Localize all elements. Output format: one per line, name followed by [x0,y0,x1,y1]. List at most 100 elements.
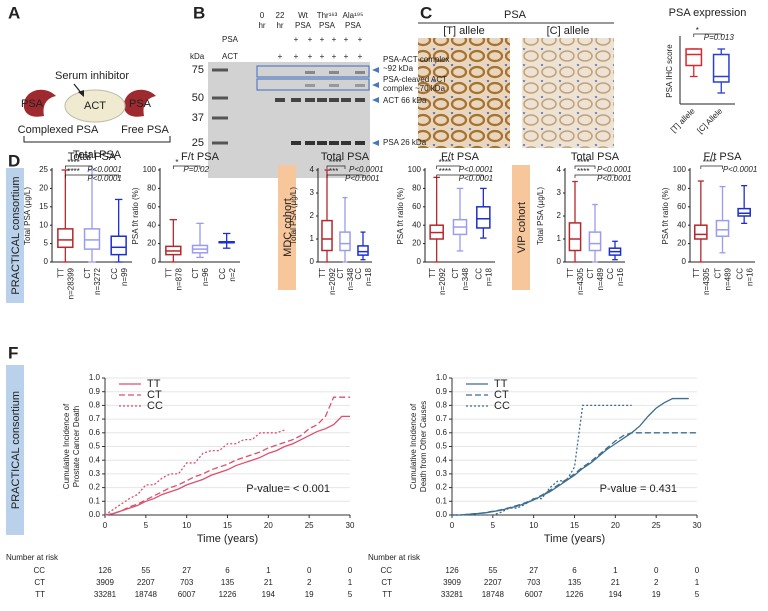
y-axis-label: Total PSA (µg/L) [536,187,545,245]
y-tick-label: 15 [39,202,48,211]
y-tick-label: 20 [412,239,421,248]
y-tick-label: 1 [310,234,315,243]
marker-label: 75 [192,64,204,76]
box [110,235,127,256]
box [57,228,74,249]
n-label: n=4305 [576,267,585,294]
arrow [372,97,379,103]
x-tick-label: CC [474,268,483,280]
risk-value: 33281 [441,590,464,599]
y-tick-label: 0.9 [436,387,448,396]
risk-value: 2 [654,578,659,587]
risk-value: 126 [98,566,112,575]
stars: **** [577,167,589,176]
risk-value: 18748 [482,590,505,599]
box [256,78,370,91]
y-tick-label: 0.4 [436,455,448,464]
risk-value: 55 [488,566,497,575]
y-tick-label: 100 [143,165,157,174]
side-band [278,165,296,290]
psa-shape [23,89,56,117]
panel-label: C [420,3,432,22]
blot-sign: + [344,52,349,61]
blot-annotation: ~92 kDa [383,64,414,73]
y-tick-label: 0 [44,257,49,266]
y-axis-label: PSA f/t ratio (%) [661,187,670,244]
blot-kda: kDa [190,52,205,61]
chart-title: Total PSA [321,151,370,163]
p-value: P<0.0001 [459,174,493,183]
blot-sign: + [320,35,325,44]
n-label: n=2092 [328,267,337,294]
risk-value: 3909 [443,578,461,587]
band [355,84,365,87]
y-tick-label: 4 [310,165,315,174]
blot-annotation: complex ~70 kDa [383,84,446,93]
stars: * [175,158,178,167]
y-tick-label: 2 [557,211,562,220]
risk-value: 1 [348,578,353,587]
risk-value: 0 [307,566,312,575]
arrow-head [78,90,84,97]
n-label: n=28399 [66,267,75,299]
blot-header: hr [258,21,265,30]
y-tick-label: 0.6 [436,428,448,437]
risk-value: 1 [695,578,700,587]
blot-header: 22 [276,11,285,20]
x-tick-label: CT [83,268,92,279]
risk-value: 6007 [178,590,196,599]
series-line [104,415,350,516]
risk-value: 6 [225,566,230,575]
legend-label: TT [147,378,161,390]
x-axis-label: Time (years) [544,533,605,545]
x-tick-label: 0 [103,521,108,530]
box [715,219,730,237]
band [305,98,315,102]
ladder-band [212,141,228,145]
risk-value: 18748 [135,590,158,599]
blot-row-label: PSA [222,35,239,44]
annotation: P-value = 0.431 [600,483,677,495]
band [317,141,327,145]
blot-header: PSA [345,21,362,30]
risk-value: 27 [182,566,191,575]
box [256,65,370,78]
band [305,141,315,145]
risk-row-label: CC [380,566,392,575]
risk-value: 2 [307,578,312,587]
y-tick-label: 20 [147,239,156,248]
risk-value: 0 [695,566,700,575]
y-tick-label: 80 [147,184,156,193]
x-tick-label: CC [218,268,227,280]
legend-label: CT [494,389,509,401]
series-line [452,404,632,516]
ihc-title: PSA [504,9,527,21]
x-tick-label: CT [586,268,595,279]
p-value: P<0.0001 [597,174,631,183]
y-axis-label: Cumulative Incidence of [409,403,418,489]
y-tick-label: 0 [152,257,157,266]
band [329,98,339,102]
x-tick-label: 25 [305,521,314,530]
x-tick-label: 20 [611,521,620,530]
act-shape [64,89,126,123]
x-tick-label: 5 [144,521,149,530]
bracket [693,33,722,37]
risk-value: 5 [348,590,353,599]
x-tick-label: 15 [570,521,579,530]
x-tick-label: CT [336,268,345,279]
diagram-text: ACT [84,100,106,112]
x-tick-label: 25 [652,521,661,530]
risk-value: 703 [180,578,194,587]
diagram-text: Complexed PSA [18,124,99,136]
y-axis-label: PSA IHC score [665,44,674,98]
stars: **** [703,158,715,167]
ihc-image-c [522,38,614,148]
band [355,141,365,145]
band [341,141,351,145]
x-tick-label: TT [318,268,327,278]
risk-value: 33281 [94,590,117,599]
side-label: PRACTICAL consortium [10,176,22,294]
y-tick-label: 0 [682,257,687,266]
